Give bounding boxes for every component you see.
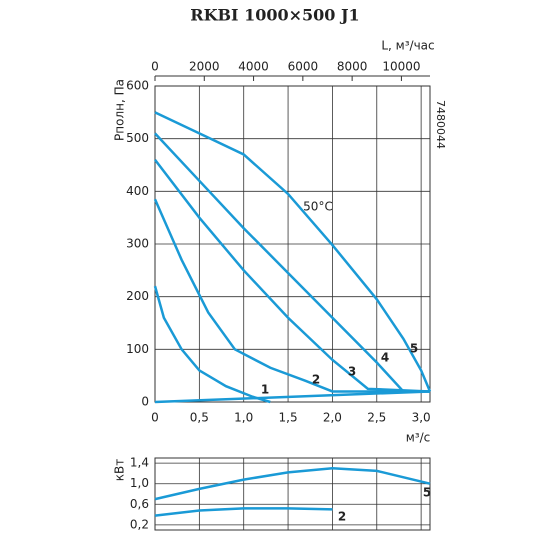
y-tick-label: 0,6 [130, 497, 149, 511]
y-tick-label: 1,0 [130, 476, 149, 490]
x2-tick-label: 6000 [288, 60, 319, 74]
x2-tick-label: 8000 [337, 60, 368, 74]
top-axis-label: L, м³/час [381, 39, 434, 53]
x-tick-label: 2,0 [323, 411, 342, 425]
curve [154, 467, 431, 501]
x-tick-label: 0,5 [190, 411, 209, 425]
curve [153, 198, 430, 393]
annotation: 50°C [303, 200, 333, 214]
curve-label: 1 [261, 383, 269, 397]
curve [154, 507, 333, 517]
x2-tick-label: 10000 [382, 60, 420, 74]
x-tick-label: 2,5 [367, 411, 386, 425]
curve-label: 2 [312, 373, 320, 387]
code-label: 7480044 [434, 100, 447, 149]
x-tick-label: 1,5 [279, 411, 298, 425]
x-axis-label: м³/с [406, 431, 431, 445]
curve-label: 3 [348, 365, 356, 379]
curve-label: 2 [338, 510, 346, 524]
x2-tick-label: 4000 [238, 60, 269, 74]
curve [154, 111, 432, 392]
y-tick-label: 100 [126, 342, 149, 356]
curve [154, 158, 431, 393]
x-tick-label: 0 [151, 411, 159, 425]
y-tick-label: 0 [141, 395, 149, 409]
x2-tick-label: 0 [151, 60, 159, 74]
curve [154, 132, 430, 393]
y-tick-label: 500 [126, 131, 149, 145]
x-tick-label: 1,0 [234, 411, 253, 425]
chart-title: RKBI 1000×500 J1 [190, 6, 359, 25]
y-tick-label: 0,2 [130, 517, 149, 531]
curve [153, 285, 271, 404]
y-tick-label: 200 [126, 289, 149, 303]
curve-label: 4 [381, 351, 389, 365]
y-tick-label: 600 [126, 79, 149, 93]
y-tick-label: 400 [126, 184, 149, 198]
y-tick-label: 1,4 [130, 456, 149, 470]
x2-tick-label: 2000 [189, 60, 220, 74]
curve-label: 5 [423, 486, 431, 500]
curve [154, 390, 431, 404]
y-axis-label: Pполн, Па [113, 79, 127, 141]
curve-label: 5 [410, 342, 418, 356]
y-tick-label: 300 [126, 237, 149, 251]
y-axis-label: кВт [113, 459, 127, 481]
x-tick-label: 3,0 [412, 411, 431, 425]
plot-frame [154, 457, 431, 531]
